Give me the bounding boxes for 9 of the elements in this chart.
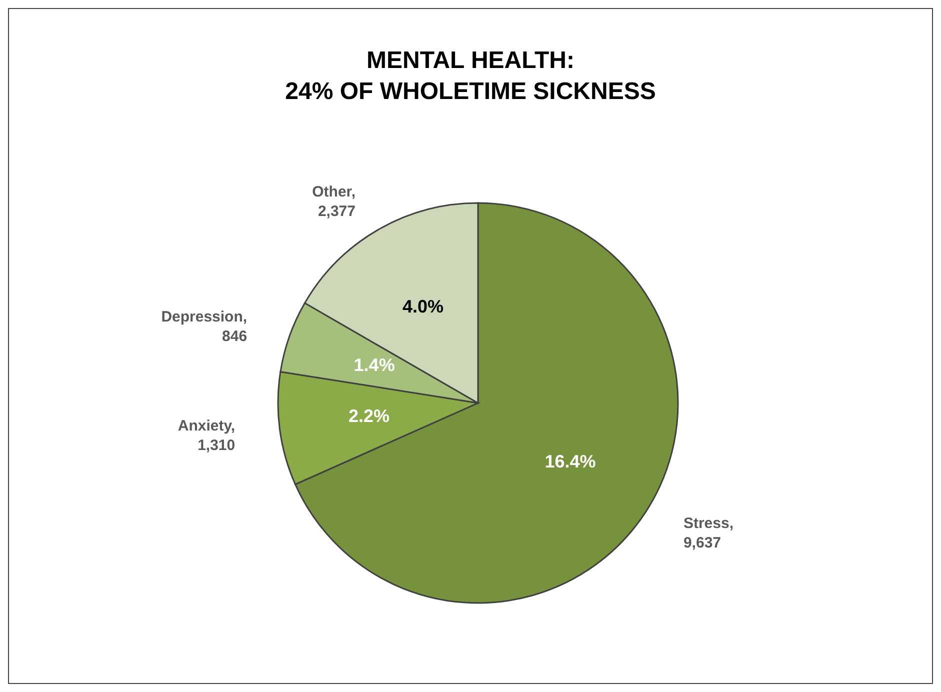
slice-label: Other, 2,377 xyxy=(312,183,356,220)
slice-label: Depression, 846 xyxy=(161,308,248,346)
data-label: 2.2% xyxy=(348,406,390,426)
chart-title: MENTAL HEALTH: 24% OF WHOLETIME SICKNESS xyxy=(285,47,656,106)
slice-label: Stress, 9,637 xyxy=(683,514,734,552)
slice-label: Anxiety, 1,310 xyxy=(178,418,236,454)
data-label: 16.4% xyxy=(544,452,596,472)
data-label: 1.4% xyxy=(354,355,395,376)
data-label: 4.0% xyxy=(402,296,444,316)
